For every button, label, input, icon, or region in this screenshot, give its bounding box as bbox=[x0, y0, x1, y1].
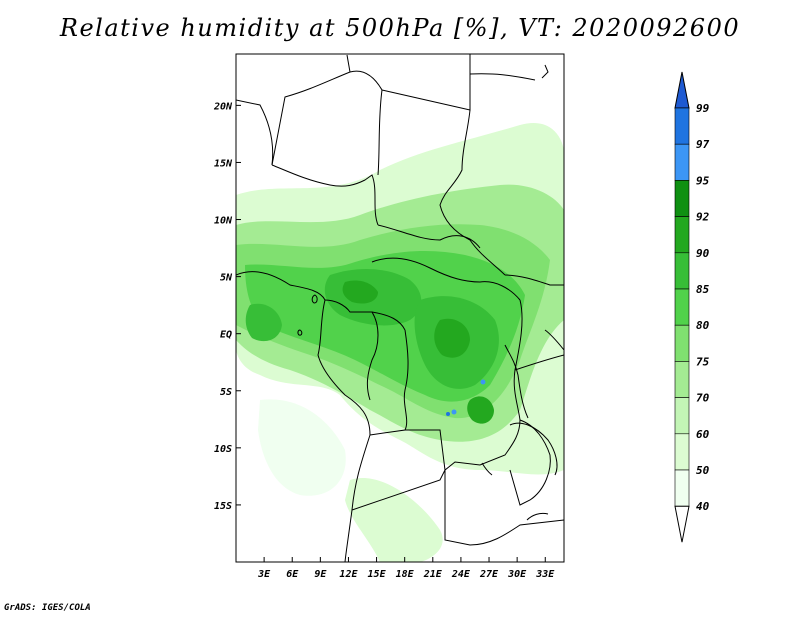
lon-tick-label: 27E bbox=[479, 569, 499, 580]
lon-tick-label: 15E bbox=[368, 569, 387, 580]
lon-tick-label: 12E bbox=[339, 569, 358, 580]
colorbar-label: 70 bbox=[696, 392, 710, 405]
colorbar-segment bbox=[674, 469, 690, 507]
lat-tick-label: 5S bbox=[220, 387, 232, 398]
lat-tick-label: 10S bbox=[214, 444, 232, 455]
lat-tick-label: EQ bbox=[220, 330, 232, 341]
colorbar-label: 85 bbox=[696, 283, 710, 296]
humidity-region-core-2 bbox=[342, 280, 378, 304]
colorbar-label: 60 bbox=[696, 428, 710, 441]
longitude-axis: 3E 6E 9E 12E 15E 18E 21E 24E 27E 30E 33E bbox=[257, 557, 555, 580]
colorbar-label: 80 bbox=[696, 319, 710, 332]
credit-text: GrADS: IGES/COLA bbox=[4, 603, 91, 613]
lat-tick-label: 5N bbox=[220, 273, 233, 284]
humidity-spot-blue-2 bbox=[451, 409, 457, 415]
colorbar-label: 92 bbox=[696, 211, 710, 224]
colorbar-label: 75 bbox=[696, 355, 710, 368]
colorbar-top-arrow bbox=[674, 71, 690, 109]
humidity-region-core bbox=[434, 318, 470, 358]
map-frame bbox=[235, 53, 565, 563]
lat-tick-label: 15N bbox=[214, 158, 233, 169]
colorbar-segment bbox=[674, 252, 690, 290]
colorbar-segment bbox=[674, 324, 690, 362]
lon-tick-label: 9E bbox=[314, 569, 327, 580]
colorbar-label: 95 bbox=[696, 174, 710, 187]
colorbar-segment bbox=[674, 361, 690, 398]
colorbar-segment bbox=[674, 216, 690, 254]
colorbar-segment bbox=[674, 143, 690, 181]
colorbar: 99 97 95 92 90 85 80 75 70 60 50 40 bbox=[674, 71, 710, 543]
humidity-region-light-sw bbox=[258, 399, 346, 496]
lon-tick-label: 21E bbox=[423, 569, 443, 580]
lon-tick-label: 30E bbox=[507, 569, 527, 580]
humidity-field bbox=[236, 54, 564, 562]
colorbar-segment bbox=[674, 397, 690, 435]
colorbar-segment bbox=[674, 107, 690, 145]
colorbar-segment bbox=[674, 433, 690, 471]
colorbar-label: 97 bbox=[696, 138, 710, 151]
lon-tick-label: 6E bbox=[286, 569, 299, 580]
country-borders bbox=[236, 54, 564, 562]
colorbar-bottom-arrow bbox=[674, 505, 690, 543]
chart-title: Relative humidity at 500hPa [%], VT: 202… bbox=[59, 14, 741, 42]
humidity-spot-blue bbox=[480, 379, 486, 385]
humidity-spot-blue-3 bbox=[446, 412, 450, 416]
lat-tick-label: 20N bbox=[213, 101, 233, 112]
humidity-region-dark-3 bbox=[245, 303, 282, 342]
colorbar-label: 90 bbox=[696, 247, 710, 260]
lon-tick-label: 33E bbox=[535, 569, 555, 580]
lon-tick-label: 3E bbox=[257, 569, 271, 580]
colorbar-segment bbox=[674, 180, 690, 217]
colorbar-label: 40 bbox=[696, 500, 710, 513]
lat-tick-label: 10N bbox=[214, 216, 233, 227]
humidity-region-light-tail bbox=[345, 478, 443, 562]
colorbar-segment bbox=[674, 288, 690, 326]
humidity-region-core-3 bbox=[467, 396, 494, 424]
colorbar-label: 99 bbox=[696, 102, 710, 115]
lat-tick-label: 15S bbox=[214, 501, 232, 512]
latitude-axis: 20N 15N 10N 5N EQ 5S 10S 15S bbox=[213, 101, 241, 512]
lon-tick-label: 24E bbox=[451, 569, 471, 580]
lon-tick-label: 18E bbox=[396, 569, 415, 580]
colorbar-label: 50 bbox=[696, 464, 710, 477]
